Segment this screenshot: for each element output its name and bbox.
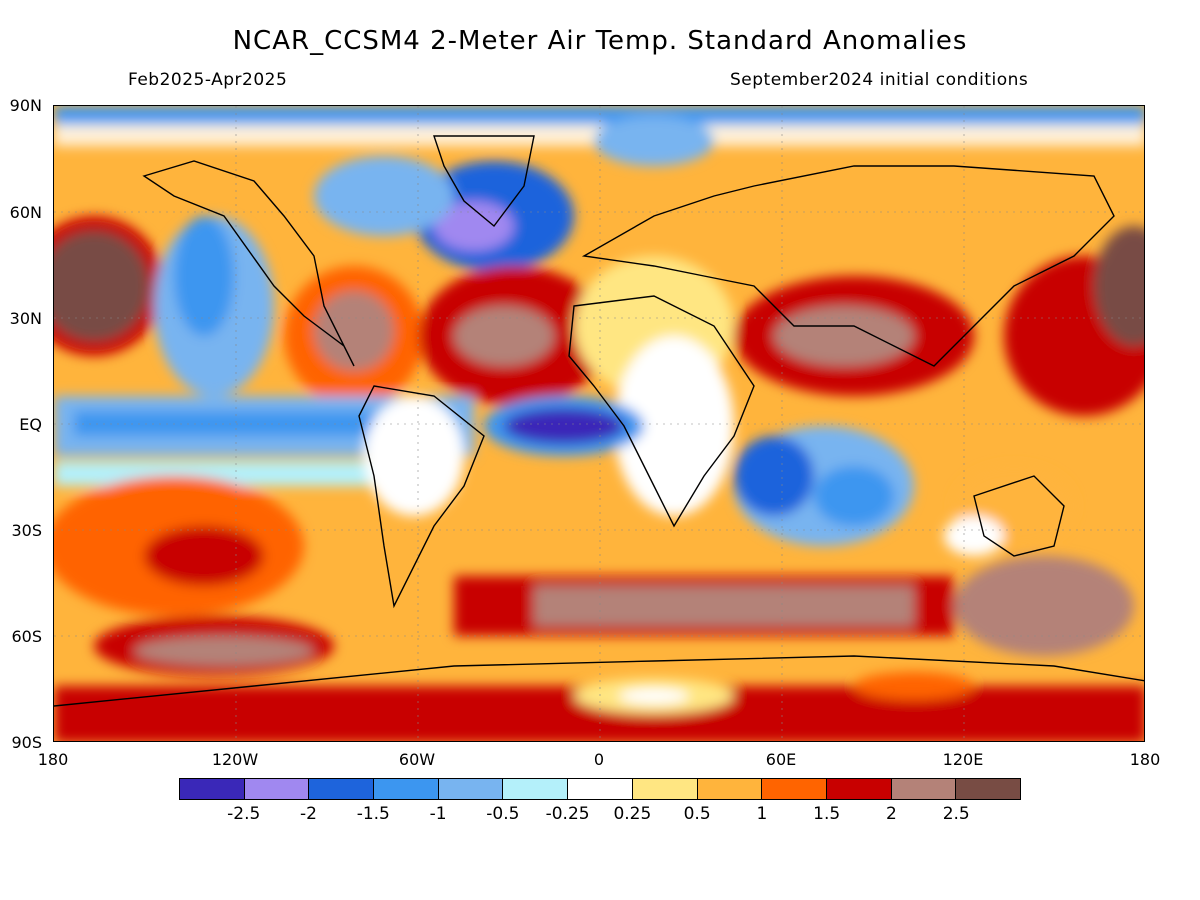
legend-label: 0.5 (683, 804, 711, 824)
legend-swatch (374, 779, 439, 799)
legend-label: 2 (886, 804, 897, 824)
lat-label-60n: 60N (9, 203, 42, 222)
legend-label: -2.5 (227, 804, 261, 824)
legend-swatch (632, 779, 698, 799)
legend-label: -0.25 (545, 804, 590, 824)
lat-label-eq: EQ (19, 415, 42, 434)
lon-label-60w: 60W (398, 750, 436, 769)
legend-label: -1.5 (356, 804, 390, 824)
legend-swatch (697, 779, 763, 799)
lon-label-0: 0 (593, 750, 605, 769)
lat-label-60s: 60S (11, 627, 42, 646)
lon-label-60e: 60E (765, 750, 797, 769)
legend-swatch (503, 779, 569, 799)
legend-swatch (891, 779, 957, 799)
legend-swatch (438, 779, 504, 799)
map-title: NCAR_CCSM4 2-Meter Air Temp. Standard An… (232, 26, 968, 56)
lon-label-120w: 120W (211, 750, 259, 769)
lon-label-180w: 180 (37, 750, 69, 769)
lat-label-90s: 90S (11, 733, 42, 752)
lon-label-180e: 180 (1129, 750, 1161, 769)
legend-label: 0.25 (613, 804, 652, 824)
legend-label: -0.5 (486, 804, 520, 824)
lat-label-90n: 90N (9, 96, 42, 115)
initial-conditions: September2024 initial conditions (730, 70, 1029, 90)
legend-label: -1 (429, 804, 447, 824)
legend-swatch (568, 779, 633, 799)
coastlines (54, 135, 1144, 707)
legend-label: 1 (756, 804, 768, 824)
color-legend (179, 778, 1021, 800)
legend-label: 1.5 (813, 804, 841, 824)
legend-swatch (309, 779, 375, 799)
lon-label-120e: 120E (942, 750, 984, 769)
legend-swatch (180, 779, 245, 799)
lat-label-30s: 30S (11, 521, 42, 540)
legend-swatch (956, 779, 1020, 799)
forecast-period: Feb2025-Apr2025 (128, 70, 288, 90)
legend-swatch (762, 779, 827, 799)
legend-label: -2 (300, 804, 317, 824)
anomaly-field (54, 106, 1144, 741)
lat-label-30n: 30N (9, 309, 42, 328)
legend-label: 2.5 (942, 804, 970, 824)
legend-swatch (244, 779, 310, 799)
anomaly-map (53, 105, 1145, 742)
legend-swatch (826, 779, 892, 799)
